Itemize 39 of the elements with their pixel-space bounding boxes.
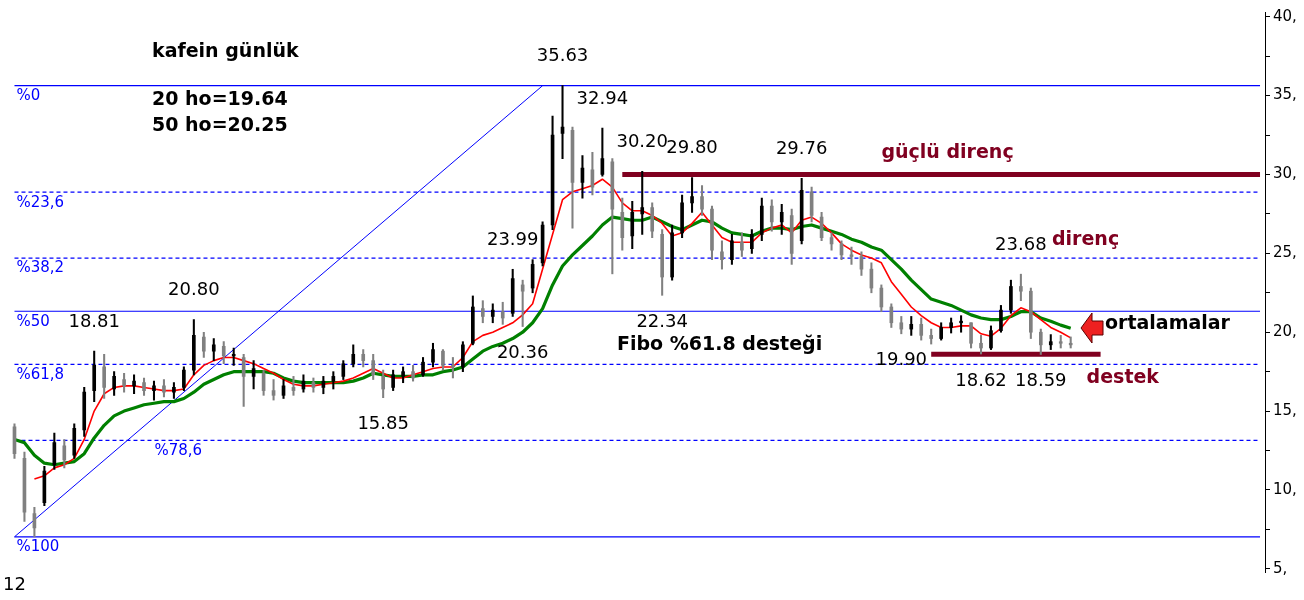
annotation: 22.34 (636, 309, 688, 331)
annotation: 15.85 (357, 412, 409, 434)
annotation: 30.20 (616, 130, 668, 151)
y-tick-label: 35, (1273, 85, 1297, 104)
series-label: %0 (16, 86, 41, 105)
y-tick-label: 5, (1273, 558, 1288, 577)
annotation: 23.99 (486, 227, 539, 249)
annotation: 18.59 (1015, 369, 1067, 391)
y-tick-label: 15, (1273, 400, 1297, 419)
annotation: direnç (1052, 227, 1120, 250)
annotation: 18.62 (955, 368, 1007, 390)
annotation: 20.80 (168, 278, 220, 300)
y-tick-label: 40, (1273, 6, 1297, 25)
annotation: 20.36 (496, 341, 549, 363)
annotation: 29.80 (666, 136, 718, 158)
text: kafein günlük (152, 39, 299, 62)
annotation: 19.90 (875, 348, 928, 370)
annotation: 32.94 (576, 86, 629, 108)
annotation: 23.68 (995, 232, 1047, 254)
series-label: %61,8 (16, 364, 65, 383)
series-label: %100 (16, 537, 60, 556)
series-label: %50 (16, 311, 50, 330)
annotation: 35.63 (536, 44, 589, 66)
annotation: 29.76 (775, 136, 828, 158)
series-label: destek (1086, 364, 1160, 387)
series-label: %38,2 (16, 258, 65, 277)
annotation: 50 ho=20.25 (152, 113, 288, 136)
x-tick-label: 12 (3, 573, 26, 595)
annotation: Fibo %61.8 desteği (617, 332, 823, 355)
annotation: 20 ho=19.64 (152, 87, 288, 110)
series-label: %78,6 (154, 440, 203, 459)
y-tick-label: 30, (1273, 164, 1297, 183)
annotation: ortalamalar (1105, 311, 1231, 334)
y-tick-label: 20, (1273, 322, 1297, 341)
annotation: 18.81 (68, 309, 120, 331)
series-label: %23,6 (16, 192, 65, 211)
y-tick-label: 25, (1273, 243, 1297, 262)
series-label: güçlü direnç (881, 139, 1014, 162)
y-tick-label: 10, (1273, 479, 1297, 498)
